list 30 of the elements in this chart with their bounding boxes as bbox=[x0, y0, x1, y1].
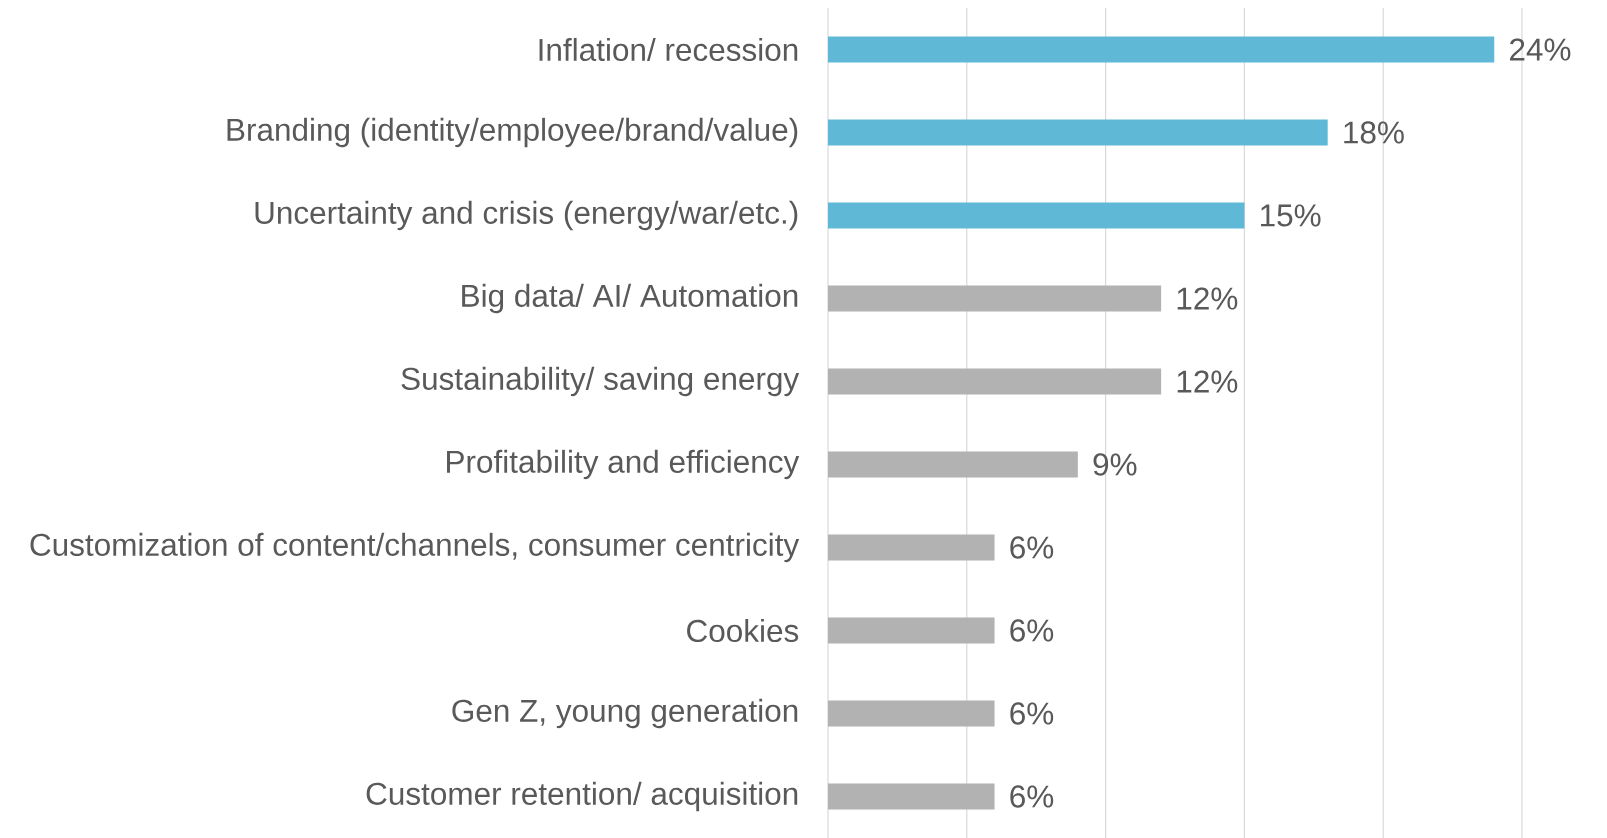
bar bbox=[828, 451, 1078, 478]
y-tick-label: Uncertainty and crisis (energy/war/etc.) bbox=[255, 200, 798, 231]
data-label: 12% bbox=[1177, 287, 1238, 310]
y-tick-label: Profitability and efficiency bbox=[447, 449, 800, 480]
data-label: 6% bbox=[1010, 702, 1054, 725]
y-tick-label: Big data/ AI/ Automation bbox=[462, 283, 798, 314]
y-tick-label: Customization of content/channels, consumer centricity bbox=[30, 532, 800, 563]
data-label: 6% bbox=[1010, 785, 1054, 808]
y-tick-label: Cookies bbox=[687, 618, 799, 643]
y-tick-label: Gen Z, young generation bbox=[452, 698, 798, 729]
data-label: 6% bbox=[1010, 619, 1054, 642]
y-tick-label: Customer retention/ acquisition bbox=[366, 781, 798, 812]
bar bbox=[828, 285, 1162, 312]
bar bbox=[828, 202, 1245, 229]
data-label: 12% bbox=[1177, 370, 1238, 393]
bar bbox=[828, 783, 995, 810]
bar bbox=[828, 119, 1328, 146]
bar bbox=[828, 36, 1495, 63]
data-label: 6% bbox=[1010, 536, 1054, 559]
bar bbox=[828, 534, 995, 561]
y-tick-label: Sustainability/ saving energy bbox=[401, 366, 800, 397]
data-label: 24% bbox=[1510, 38, 1571, 61]
data-label: 9% bbox=[1093, 453, 1137, 476]
bar bbox=[828, 368, 1162, 395]
y-tick-label: Inflation/ recession bbox=[539, 37, 798, 62]
data-label: 15% bbox=[1261, 204, 1321, 227]
bar bbox=[828, 617, 995, 644]
y-tick-label: Branding (identity/employee/brand/value) bbox=[227, 117, 798, 148]
bar bbox=[828, 700, 995, 727]
data-label: 18% bbox=[1344, 121, 1404, 144]
